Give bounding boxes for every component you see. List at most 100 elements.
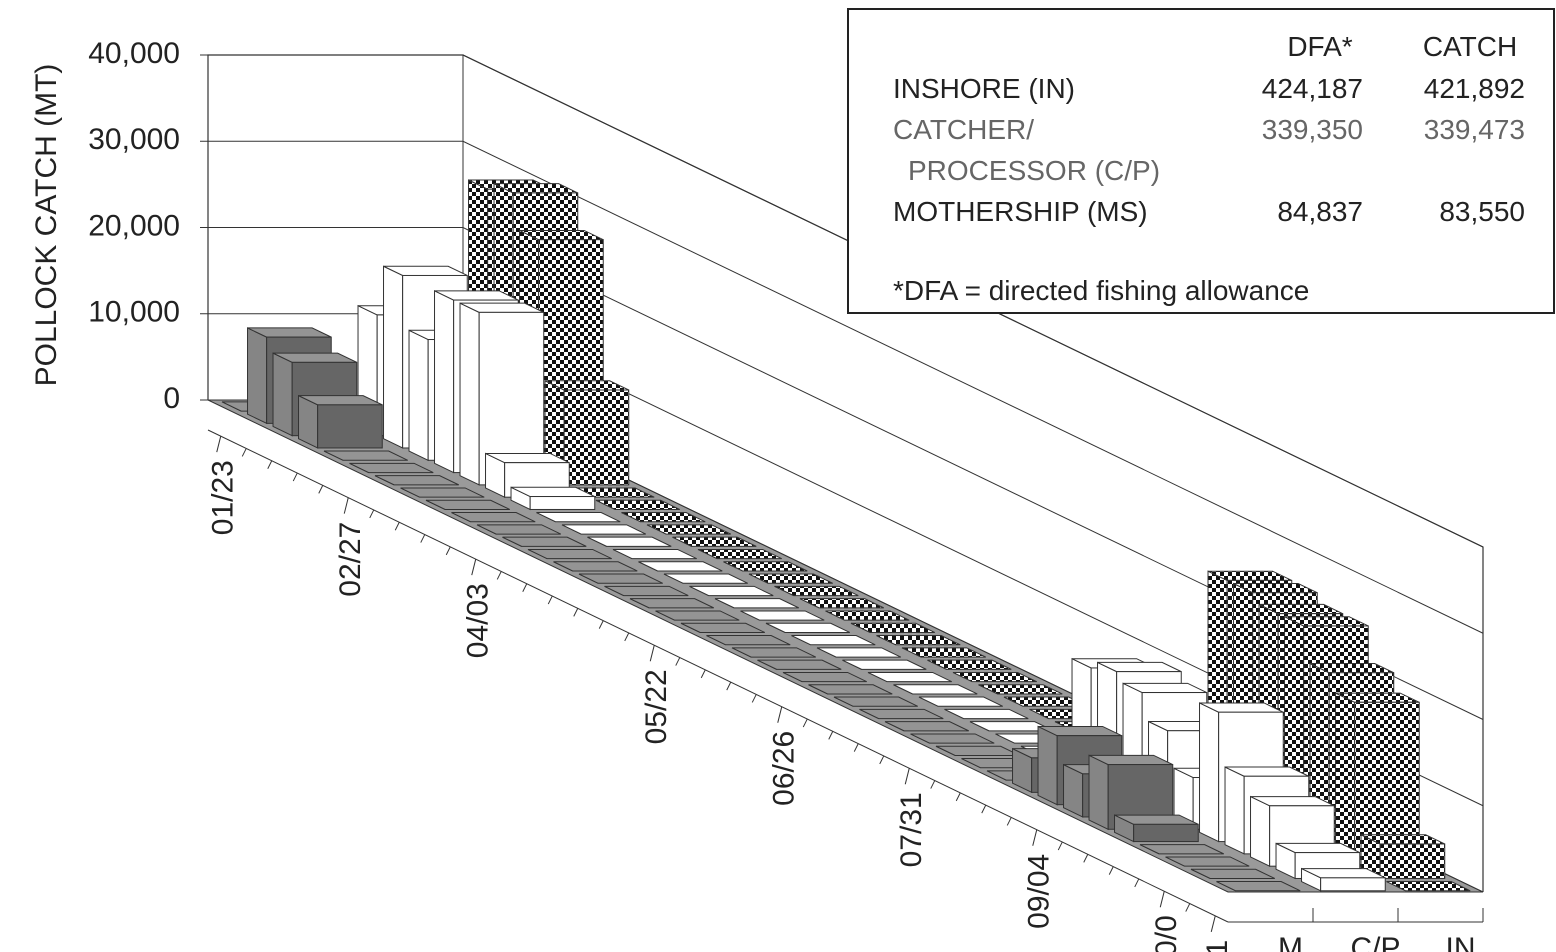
- bar-front: [317, 404, 383, 449]
- bar-front: [1320, 877, 1386, 892]
- x-tick-label: 09/04: [1023, 854, 1056, 929]
- row-catch: 421,892: [1424, 73, 1525, 104]
- bar: [1301, 867, 1386, 892]
- bar-top: [663, 573, 748, 584]
- y-tick-label: 30,000: [88, 123, 180, 156]
- bar: [689, 585, 774, 597]
- x-tick: [292, 472, 298, 482]
- bar-top: [867, 671, 952, 683]
- x-tick: [1159, 891, 1165, 908]
- bar: [1360, 833, 1446, 880]
- legend-box: [847, 8, 1555, 314]
- bar-top: [400, 487, 485, 498]
- bar-top: [697, 548, 782, 560]
- bar-top: [918, 696, 1003, 707]
- bar-front: [1379, 843, 1446, 879]
- bar: [816, 647, 901, 658]
- bar-top: [595, 499, 680, 510]
- bar: [1386, 881, 1471, 892]
- bar-side: [1250, 795, 1271, 867]
- bar-top: [910, 733, 995, 744]
- bar-side: [408, 329, 429, 462]
- row-dfa: 84,837: [1277, 196, 1363, 227]
- x-tick: [547, 595, 553, 605]
- x-tick-label: 06/26: [768, 731, 801, 806]
- bar: [510, 486, 596, 511]
- bar: [723, 561, 808, 572]
- x-tick: [598, 620, 604, 629]
- bar: [765, 622, 850, 633]
- bar-top: [638, 561, 723, 572]
- x-tick: [1032, 829, 1038, 846]
- bar: [578, 573, 663, 584]
- x-tick-label: 07/31: [895, 792, 928, 867]
- bar-front: [563, 389, 630, 486]
- bar-side: [1037, 725, 1058, 806]
- bar-top: [969, 721, 1054, 732]
- bar-side: [247, 327, 268, 425]
- table-header: CATCH: [1423, 31, 1517, 62]
- legend-table: DFA* CATCH INSHORE (IN) 424,187 421,892 CATCH…: [847, 8, 1555, 314]
- bar-top: [774, 585, 859, 597]
- bar-top: [374, 475, 459, 486]
- row-catch: 339,473: [1424, 114, 1525, 145]
- bar: [672, 536, 757, 547]
- bar-top: [927, 659, 1012, 670]
- grid-line: [208, 140, 1484, 634]
- bar-top: [935, 745, 1020, 756]
- bar: [876, 635, 961, 646]
- bar-top: [323, 450, 408, 461]
- bar-side: [383, 265, 404, 449]
- bar: [969, 721, 1054, 732]
- bar-top: [952, 671, 1037, 683]
- x-tick: [522, 583, 528, 592]
- bar-side: [1224, 766, 1245, 855]
- x-tick: [1134, 878, 1140, 888]
- bar: [349, 462, 434, 474]
- bar-top: [578, 573, 663, 584]
- x-tick: [751, 694, 757, 703]
- bar: [544, 379, 630, 486]
- bar: [697, 548, 782, 560]
- series-label: M: [1278, 932, 1303, 952]
- bar: [782, 671, 867, 683]
- x-tick-label: 05/22: [640, 669, 673, 744]
- bar: [536, 512, 621, 523]
- bar: [927, 659, 1012, 670]
- bar: [298, 394, 383, 449]
- bar: [655, 610, 740, 621]
- x-tick-label: 1: [1201, 940, 1234, 952]
- x-tick: [1210, 915, 1216, 932]
- bar: [1139, 844, 1224, 855]
- bar: [867, 671, 952, 683]
- bar: [1165, 856, 1250, 867]
- bar: [451, 512, 536, 523]
- bar-top: [799, 598, 884, 609]
- x-tick: [802, 718, 808, 728]
- bar: [1190, 868, 1275, 879]
- bar: [1114, 814, 1199, 843]
- bar-top: [876, 635, 961, 646]
- grid-line: [208, 227, 1484, 720]
- bar-side: [459, 302, 480, 486]
- bar-top: [714, 598, 799, 609]
- bar: [374, 475, 459, 486]
- bar-top: [604, 585, 689, 597]
- bar-top: [1190, 868, 1275, 879]
- y-tick-label: 40,000: [88, 37, 180, 70]
- y-tick-label: 20,000: [88, 209, 180, 242]
- row-label: MOTHERSHIP (MS): [893, 196, 1148, 227]
- bar-top: [1003, 696, 1088, 707]
- bar-top: [425, 499, 510, 510]
- x-tick: [930, 780, 936, 789]
- x-tick: [1083, 854, 1089, 863]
- x-tick: [904, 768, 910, 785]
- bar-side: [272, 352, 293, 437]
- bar-top: [884, 721, 969, 732]
- row-label: PROCESSOR (C/P): [908, 155, 1160, 186]
- x-tick: [853, 743, 859, 752]
- x-tick: [726, 681, 732, 691]
- bar-top: [612, 548, 697, 560]
- bar: [757, 659, 842, 670]
